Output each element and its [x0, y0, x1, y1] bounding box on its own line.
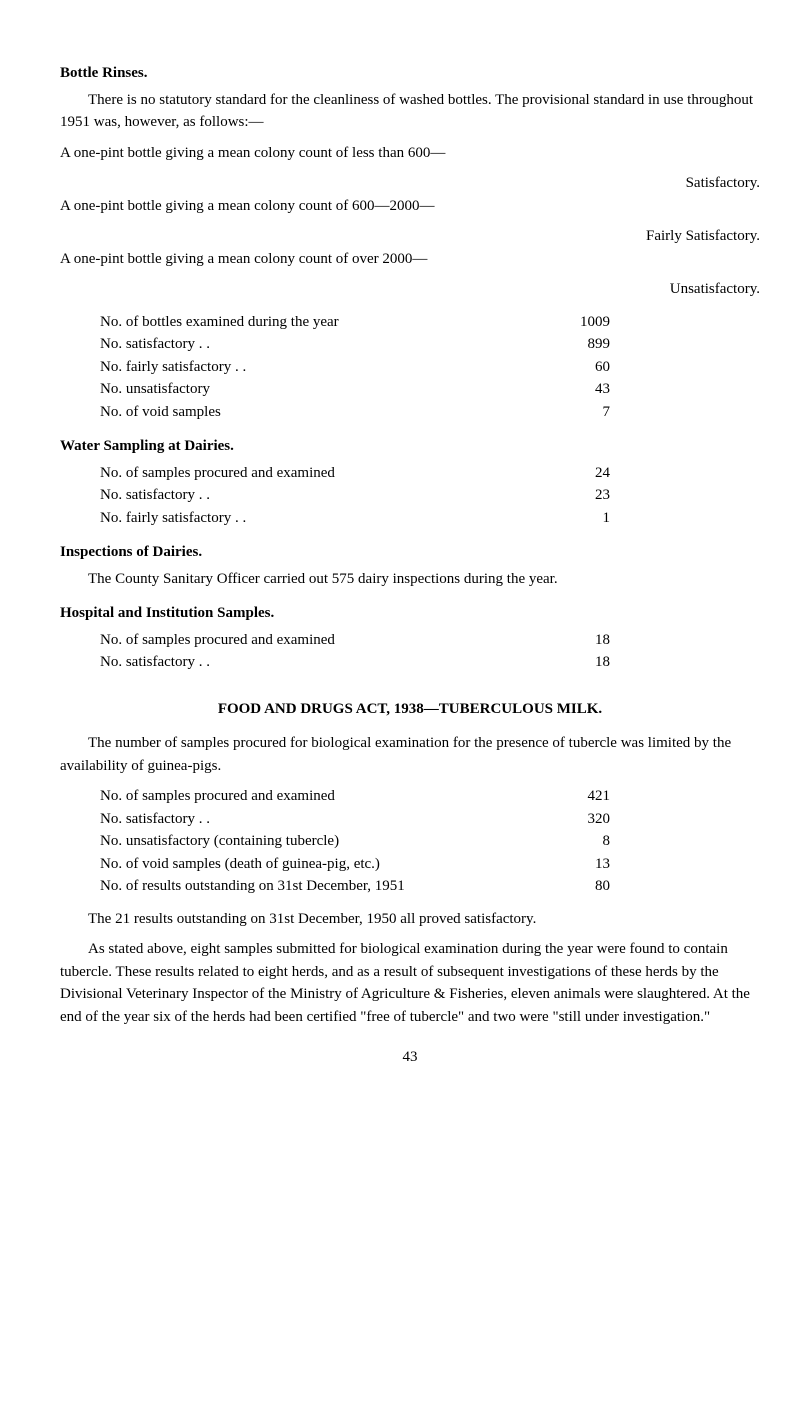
stat-row: No. unsatisfactory 43 [60, 378, 760, 401]
stat-label: No. fairly satisfactory . . [100, 356, 520, 379]
heading-center: FOOD AND DRUGS ACT, 1938—TUBERCULOUS MIL… [60, 698, 760, 721]
stat-value: 7 [520, 401, 610, 424]
paragraph: As stated above, eight samples submitted… [60, 938, 760, 1028]
heading: Water Sampling at Dairies. [60, 435, 760, 458]
stat-row: No. of void samples 7 [60, 401, 760, 424]
stat-label: No. fairly satisfactory . . [100, 507, 520, 530]
stat-row: No. satisfactory . . 320 [60, 808, 760, 831]
stat-value: 23 [520, 484, 610, 507]
stat-value: 1 [520, 507, 610, 530]
stat-label: No. of void samples [100, 401, 520, 424]
stat-row: No. of samples procured and examined 18 [60, 629, 760, 652]
section-bottle-rinses: Bottle Rinses. There is no statutory sta… [60, 62, 760, 423]
stat-label: No. satisfactory . . [100, 651, 520, 674]
section-water-sampling: Water Sampling at Dairies. No. of sample… [60, 435, 760, 529]
stat-value: 13 [520, 853, 610, 876]
paragraph: The 21 results outstanding on 31st Decem… [60, 908, 760, 931]
stat-label: No. satisfactory . . [100, 484, 520, 507]
right-label: Satisfactory. [60, 172, 760, 195]
stat-label: No. of void samples (death of guinea-pig… [100, 853, 520, 876]
stat-row: No. of samples procured and examined 421 [60, 785, 760, 808]
heading: Bottle Rinses. [60, 62, 760, 85]
section-hospital-samples: Hospital and Institution Samples. No. of… [60, 602, 760, 674]
stat-row: No. of results outstanding on 31st Decem… [60, 875, 760, 898]
stat-row: No. fairly satisfactory . . 60 [60, 356, 760, 379]
right-label: Fairly Satisfactory. [60, 225, 760, 248]
stat-label: No. unsatisfactory (containing tubercle) [100, 830, 520, 853]
stat-label: No. unsatisfactory [100, 378, 520, 401]
stat-label: No. satisfactory . . [100, 808, 520, 831]
stat-row: No. satisfactory . . 23 [60, 484, 760, 507]
paragraph: A one-pint bottle giving a mean colony c… [60, 142, 760, 165]
stat-label: No. satisfactory . . [100, 333, 520, 356]
paragraph: The County Sanitary Officer carried out … [60, 568, 760, 591]
stat-label: No. of samples procured and examined [100, 629, 520, 652]
stat-row: No. satisfactory . . 18 [60, 651, 760, 674]
stat-value: 80 [520, 875, 610, 898]
paragraph: The number of samples procured for biolo… [60, 732, 760, 777]
stat-label: No. of samples procured and examined [100, 785, 520, 808]
stat-value: 421 [520, 785, 610, 808]
paragraph: There is no statutory standard for the c… [60, 89, 760, 134]
stat-row: No. of samples procured and examined 24 [60, 462, 760, 485]
heading: Hospital and Institution Samples. [60, 602, 760, 625]
stat-value: 899 [520, 333, 610, 356]
stat-value: 43 [520, 378, 610, 401]
paragraph: A one-pint bottle giving a mean colony c… [60, 195, 760, 218]
section-inspections: Inspections of Dairies. The County Sanit… [60, 541, 760, 590]
stat-label: No. of bottles examined during the year [100, 311, 520, 334]
stat-value: 18 [520, 651, 610, 674]
right-label: Unsatisfactory. [60, 278, 760, 301]
stat-row: No. unsatisfactory (containing tubercle)… [60, 830, 760, 853]
stat-row: No. of void samples (death of guinea-pig… [60, 853, 760, 876]
stat-row: No. fairly satisfactory . . 1 [60, 507, 760, 530]
paragraph: A one-pint bottle giving a mean colony c… [60, 248, 760, 271]
stat-label: No. of samples procured and examined [100, 462, 520, 485]
stat-value: 1009 [520, 311, 610, 334]
stat-row: No. of bottles examined during the year … [60, 311, 760, 334]
stat-value: 8 [520, 830, 610, 853]
stat-label: No. of results outstanding on 31st Decem… [100, 875, 520, 898]
stat-row: No. satisfactory . . 899 [60, 333, 760, 356]
stat-value: 60 [520, 356, 610, 379]
stat-value: 18 [520, 629, 610, 652]
page-number: 43 [60, 1046, 760, 1069]
stat-value: 320 [520, 808, 610, 831]
stat-value: 24 [520, 462, 610, 485]
section-food-drugs-act: FOOD AND DRUGS ACT, 1938—TUBERCULOUS MIL… [60, 698, 760, 1029]
heading: Inspections of Dairies. [60, 541, 760, 564]
